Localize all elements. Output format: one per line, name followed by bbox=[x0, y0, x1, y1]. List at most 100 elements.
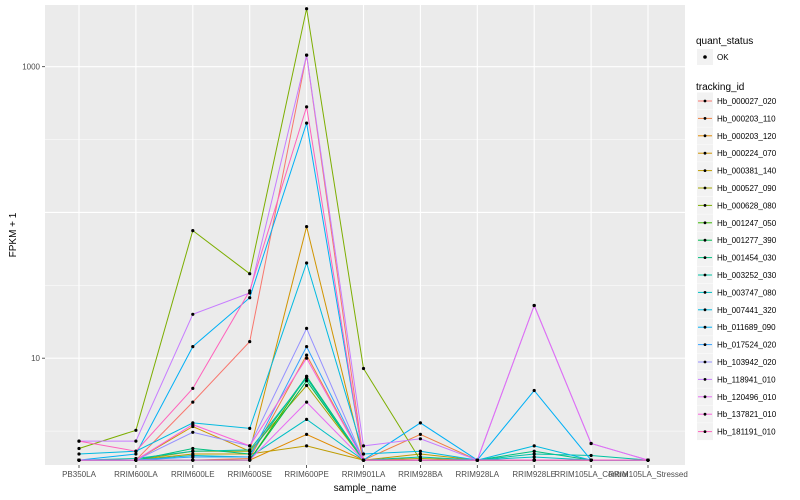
legend-series-point bbox=[703, 412, 707, 416]
data-point-Hb_003252_030-RRIM928LE bbox=[532, 452, 536, 456]
data-point-Hb_181191_010-RRIM105LA_Stressed bbox=[646, 458, 650, 462]
y-axis-title: FPKM + 1 bbox=[8, 212, 19, 257]
data-point-Hb_003747_080-RRIM928LE bbox=[532, 455, 536, 459]
x-tick-label: RRIM901LA bbox=[342, 470, 386, 479]
legend-series-label: Hb_181191_010 bbox=[717, 428, 776, 437]
legend-series-label: Hb_000203_110 bbox=[717, 114, 776, 123]
legend-series-label: Hb_001454_030 bbox=[717, 254, 777, 263]
data-point-Hb_137821_010-RRIM600SE bbox=[248, 444, 252, 448]
data-point-Hb_137821_010-RRIM600PE bbox=[305, 356, 309, 360]
data-point-Hb_007441_320-RRIM928BA bbox=[418, 449, 422, 453]
legend-series-point bbox=[703, 291, 707, 294]
legend-series-label: Hb_000527_090 bbox=[717, 184, 777, 193]
legend-point-key bbox=[703, 55, 707, 59]
data-point-Hb_001454_030-RRIM928LE bbox=[532, 449, 536, 453]
legend-series-point bbox=[703, 395, 707, 399]
legend-series-point bbox=[703, 169, 707, 173]
data-point-Hb_120496_010-RRIM105LA_Control bbox=[589, 441, 593, 446]
legend-series-label: Hb_120496_010 bbox=[717, 393, 777, 402]
legend-series-point bbox=[703, 325, 707, 329]
legend-series-label: Hb_118941_010 bbox=[717, 375, 776, 384]
data-point-Hb_181191_010-RRIM928BA bbox=[418, 458, 422, 462]
legend-series-point bbox=[703, 273, 707, 277]
x-tick-label: RRIM928BA bbox=[398, 470, 443, 479]
plot-panel bbox=[45, 5, 685, 465]
data-point-Hb_003747_080-RRIM600PE bbox=[305, 417, 309, 421]
data-point-Hb_118941_010-RRIM928BA bbox=[418, 437, 422, 441]
legend-title-tracking-id: tracking_id bbox=[696, 82, 744, 93]
legend-series-point bbox=[703, 134, 707, 138]
legend-series-label: Hb_103942_020 bbox=[717, 358, 777, 367]
legend-series-label: Hb_000027_020 bbox=[717, 97, 777, 106]
data-point-Hb_181191_010-PB350LA bbox=[77, 439, 81, 443]
legend-series-point bbox=[703, 378, 707, 381]
data-point-Hb_003252_030-RRIM928BA bbox=[418, 455, 422, 459]
data-point-Hb_181191_010-RRIM600LE bbox=[191, 386, 195, 390]
data-points bbox=[77, 7, 650, 462]
data-point-Hb_011689_090-RRIM600LA bbox=[134, 452, 138, 456]
data-point-Hb_000628_080-RRIM600PE bbox=[305, 7, 309, 11]
x-tick-label: RRIM600SE bbox=[227, 470, 271, 479]
data-point-Hb_000203_110-RRIM928BA bbox=[418, 432, 422, 436]
x-tick-label: RRIM105LA_Stressed bbox=[608, 470, 688, 479]
data-point-Hb_007441_320-PB350LA bbox=[77, 452, 81, 456]
legend-series-point bbox=[703, 343, 707, 346]
data-point-Hb_000381_140-RRIM928BA bbox=[418, 452, 422, 456]
x-tick-label: PB350LA bbox=[62, 470, 96, 479]
legend-series-point bbox=[703, 238, 707, 242]
legend-series-label: Hb_007441_320 bbox=[717, 306, 777, 315]
data-point-Hb_120496_010-RRIM600LE bbox=[191, 458, 195, 462]
x-axis-title: sample_name bbox=[334, 483, 397, 494]
data-point-Hb_000628_080-PB350LA bbox=[77, 446, 81, 451]
data-point-Hb_103942_020-RRIM600LE bbox=[191, 430, 195, 434]
legend-point-entries: OK bbox=[697, 49, 729, 65]
data-point-Hb_011689_090-RRIM600SE bbox=[248, 296, 252, 300]
x-tick-label: RRIM928LE bbox=[512, 470, 556, 479]
data-point-Hb_118941_010-RRIM901LA bbox=[361, 444, 366, 448]
x-tick-label: RRIM105LA_Control bbox=[554, 470, 628, 479]
legend-series-label: Hb_000628_080 bbox=[717, 201, 777, 210]
legend: quant_status OK tracking_id Hb_000027_02… bbox=[696, 36, 777, 441]
data-point-Hb_011689_090-RRIM928LE bbox=[532, 388, 536, 393]
data-point-Hb_000203_110-RRIM600PE bbox=[305, 353, 309, 357]
gridlines bbox=[45, 5, 685, 465]
y-tick-label: 1000 bbox=[22, 63, 40, 72]
data-point-Hb_000027_020-RRIM600SE bbox=[248, 340, 252, 344]
data-point-Hb_000027_020-RRIM600LE bbox=[191, 400, 195, 404]
data-point-Hb_011689_090-RRIM600PE bbox=[305, 121, 309, 125]
x-tick-label: RRIM600PE bbox=[284, 470, 328, 479]
data-point-Hb_137821_010-RRIM600LE bbox=[191, 423, 195, 427]
data-point-Hb_000628_080-RRIM600LA bbox=[134, 428, 138, 432]
data-point-Hb_103942_020-RRIM600PE bbox=[305, 326, 309, 330]
data-point-Hb_007441_320-RRIM901LA bbox=[361, 452, 366, 456]
data-point-Hb_007441_320-RRIM600SE bbox=[248, 426, 252, 430]
legend-point-label: OK bbox=[717, 53, 729, 62]
legend-series-label: Hb_000381_140 bbox=[717, 167, 777, 176]
legend-series-label: Hb_000224_070 bbox=[717, 149, 777, 158]
data-point-Hb_000628_080-RRIM901LA bbox=[361, 366, 366, 371]
legend-series-point bbox=[703, 221, 707, 225]
data-point-Hb_181191_010-RRIM600PE bbox=[305, 105, 309, 109]
data-point-Hb_181191_010-RRIM928LA bbox=[475, 458, 479, 462]
data-point-Hb_181191_010-RRIM600LA bbox=[134, 449, 138, 453]
data-point-Hb_003252_030-RRIM600LE bbox=[191, 449, 195, 453]
data-point-Hb_137821_010-PB350LA bbox=[77, 458, 81, 462]
data-point-Hb_000203_120-RRIM600PE bbox=[305, 432, 309, 436]
legend-series-point bbox=[703, 186, 707, 190]
legend-series-point bbox=[703, 360, 707, 364]
data-point-Hb_017524_020-RRIM600PE bbox=[305, 345, 309, 349]
data-point-Hb_118941_010-RRIM600SE bbox=[248, 291, 252, 295]
data-point-Hb_000628_080-RRIM600SE bbox=[248, 272, 252, 276]
data-point-Hb_000224_070-RRIM600PE bbox=[305, 225, 309, 229]
data-point-Hb_120496_010-RRIM600SE bbox=[248, 458, 252, 462]
y-tick-label: 10 bbox=[31, 354, 40, 363]
data-point-Hb_017524_020-RRIM600LE bbox=[191, 455, 195, 459]
legend-series-point bbox=[703, 256, 707, 259]
data-point-Hb_007441_320-RRIM928LE bbox=[532, 444, 536, 448]
legend-series-point bbox=[703, 151, 707, 155]
legend-series-point bbox=[703, 308, 707, 312]
y-axis: 10 1000 bbox=[22, 63, 45, 363]
data-point-Hb_001454_030-RRIM600SE bbox=[248, 452, 252, 456]
data-point-Hb_137821_010-RRIM600LA bbox=[134, 458, 138, 462]
